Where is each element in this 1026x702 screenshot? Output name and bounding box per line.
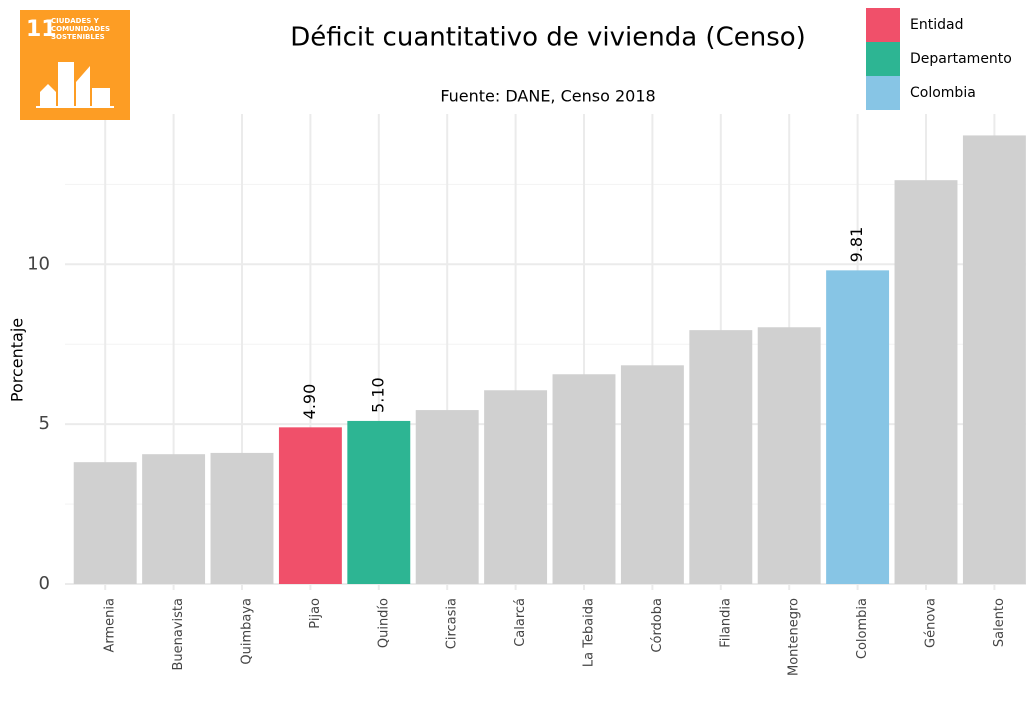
logo-bg bbox=[20, 10, 130, 120]
x-tick-label: Pijao bbox=[308, 598, 323, 629]
logo-building bbox=[40, 92, 56, 106]
logo-text: COMUNIDADES bbox=[51, 25, 110, 33]
logo-roof bbox=[40, 84, 56, 92]
legend-key bbox=[866, 8, 900, 42]
bar bbox=[484, 390, 548, 584]
logo-number: 11 bbox=[26, 17, 57, 42]
legend-key bbox=[866, 42, 900, 76]
bar bbox=[894, 180, 958, 585]
x-tick-label: La Tebaida bbox=[582, 598, 597, 667]
x-tick-label: Armenia bbox=[103, 598, 118, 653]
bar bbox=[962, 135, 1026, 585]
bar bbox=[689, 330, 753, 584]
bar bbox=[347, 420, 411, 584]
logo-building bbox=[58, 62, 74, 106]
legend-label: Entidad bbox=[910, 17, 963, 33]
y-tick-label: 0 bbox=[39, 573, 50, 594]
y-tick-label: 5 bbox=[39, 413, 50, 434]
logo-text: SOSTENIBLES bbox=[51, 33, 105, 41]
y-tick-label: 10 bbox=[27, 253, 50, 274]
bar bbox=[278, 427, 342, 584]
x-tick-label: Filandia bbox=[718, 598, 733, 648]
bar bbox=[620, 365, 684, 584]
bar bbox=[826, 270, 890, 584]
x-tick-label: Quindío bbox=[376, 598, 391, 648]
x-tick-label: Buenavista bbox=[171, 598, 186, 671]
x-tick-label: Salento bbox=[992, 598, 1007, 647]
bar bbox=[552, 374, 616, 584]
chart-title: Déficit cuantitativo de vivienda (Censo) bbox=[290, 23, 806, 53]
legend-label: Colombia bbox=[910, 85, 976, 101]
logo-building bbox=[92, 88, 110, 106]
legend-key bbox=[866, 76, 900, 110]
chart-subtitle: Fuente: DANE, Censo 2018 bbox=[440, 87, 655, 106]
bar bbox=[757, 327, 821, 584]
x-tick-label: Circasia bbox=[445, 598, 460, 649]
x-tick-label: Quimbaya bbox=[240, 598, 255, 665]
x-tick-label: Génova bbox=[924, 598, 939, 648]
x-tick-label: Córdoba bbox=[650, 598, 665, 653]
x-tick-label: Colombia bbox=[855, 598, 870, 659]
logo-building bbox=[76, 82, 90, 106]
value-label: 4.90 bbox=[300, 384, 319, 420]
bar bbox=[73, 462, 137, 584]
legend-label: Departamento bbox=[910, 51, 1012, 67]
bar bbox=[210, 452, 274, 584]
bar bbox=[142, 454, 206, 584]
x-tick-label: Montenegro bbox=[787, 598, 802, 676]
logo-text: CIUDADES Y bbox=[51, 17, 100, 25]
value-label: 9.81 bbox=[847, 227, 866, 263]
y-axis-label: Porcentaje bbox=[8, 318, 27, 402]
x-tick-label: Calarcá bbox=[513, 598, 528, 647]
bar bbox=[415, 410, 479, 584]
logo-roof bbox=[76, 66, 90, 82]
value-label: 5.10 bbox=[368, 377, 387, 413]
